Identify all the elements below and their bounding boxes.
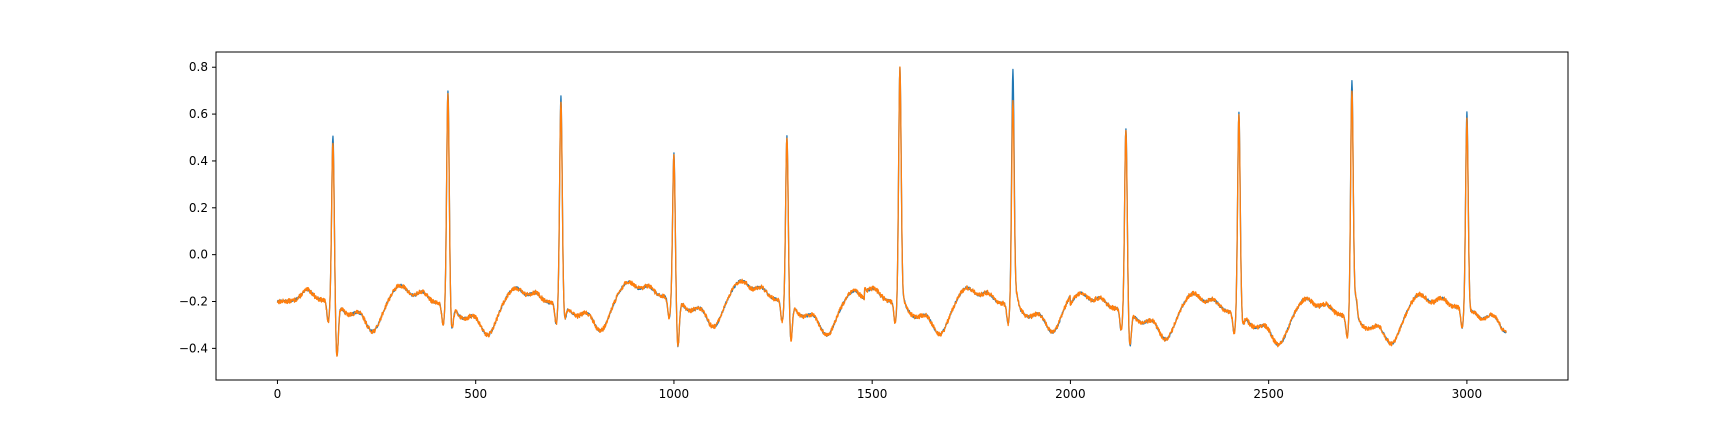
x-tick-label: 2000	[1055, 387, 1086, 401]
plot-area	[215, 51, 1569, 381]
plot-frame	[215, 51, 1569, 381]
y-axis: −0.4 −0.2 0.0 0.2 0.4 0.6 0.8	[179, 60, 216, 355]
x-tick-label: 2500	[1253, 387, 1284, 401]
y-tick-label: 0.0	[189, 248, 208, 262]
x-tick-label: 1500	[857, 387, 888, 401]
y-tick-label: 0.4	[189, 154, 208, 168]
y-tick-label: −0.4	[179, 341, 208, 355]
series-layer	[276, 66, 1507, 357]
x-tick-label: 3000	[1452, 387, 1483, 401]
x-axis: 0 500 1000 1500 2000 2500 3000	[274, 380, 1483, 401]
x-tick-label: 1000	[659, 387, 690, 401]
x-tick-label: 500	[464, 387, 487, 401]
y-tick-label: 0.8	[189, 60, 208, 74]
y-tick-label: 0.6	[189, 107, 208, 121]
x-tick-label: 0	[274, 387, 282, 401]
y-tick-label: −0.2	[179, 295, 208, 309]
series-line-2	[276, 66, 1507, 357]
y-tick-label: 0.2	[189, 201, 208, 215]
